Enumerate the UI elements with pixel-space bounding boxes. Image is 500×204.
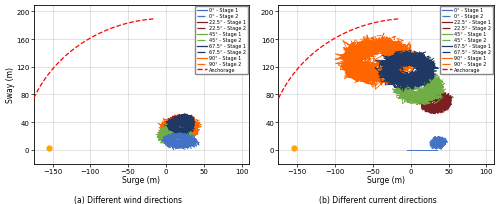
Legend: 0° - Stage 1, 0° - Stage 2, 22.5° - Stage 1, 22.5° - Stage 2, 45° - Stage 1, 45°: 0° - Stage 1, 0° - Stage 2, 22.5° - Stag… <box>440 7 492 74</box>
X-axis label: Surge (m): Surge (m) <box>122 175 160 184</box>
Y-axis label: Sway (m): Sway (m) <box>6 67 15 103</box>
Text: (b) Different current directions: (b) Different current directions <box>318 195 436 204</box>
X-axis label: Surge (m): Surge (m) <box>367 175 405 184</box>
Text: (a) Different wind directions: (a) Different wind directions <box>74 195 182 204</box>
Legend: 0° - Stage 1, 0° - Stage 2, 22.5° - Stage 1, 22.5° - Stage 2, 45° - Stage 1, 45°: 0° - Stage 1, 0° - Stage 2, 22.5° - Stag… <box>195 7 248 74</box>
